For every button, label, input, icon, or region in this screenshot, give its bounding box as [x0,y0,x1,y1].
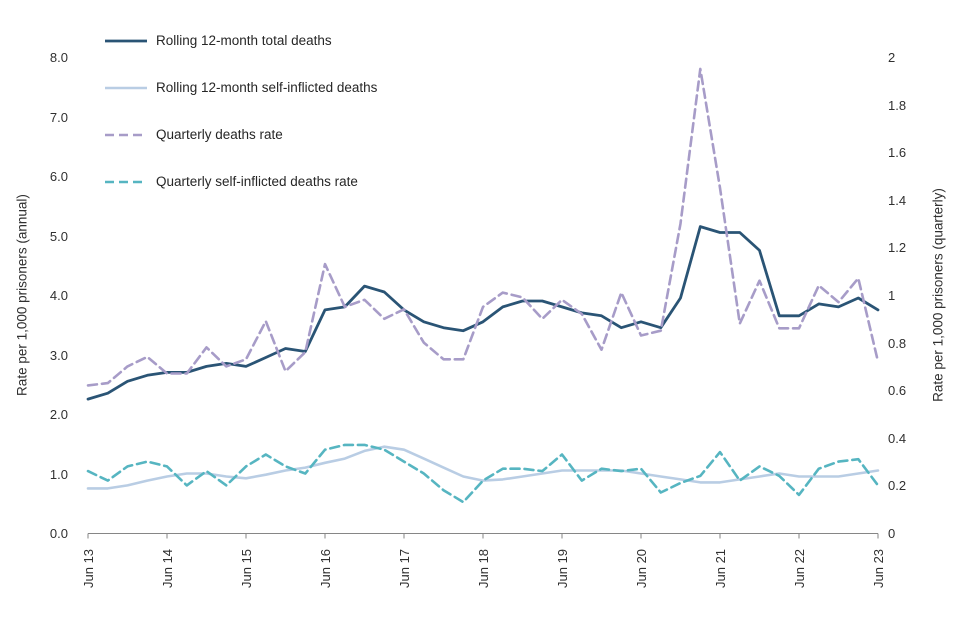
x-tick-label: Jun 18 [476,548,491,588]
left-y-tick-label: 7.0 [49,109,68,125]
x-tick-label: Jun 13 [81,548,96,588]
x-tick-label: Jun 14 [160,548,175,588]
legend-line-swatch [105,86,147,89]
legend-line-swatch [105,180,147,183]
right-y-tick-label: 1 [888,288,896,303]
legend-label: Rolling 12-month self-inflicted deaths [156,80,378,95]
left-y-tick-label: 4.0 [49,288,68,303]
left-y-tick-label: 0.0 [49,526,68,541]
x-tick-label: Jun 23 [871,548,886,588]
series-line-quarterly-self-inflicted-deaths-rate [86,443,880,504]
right-y-tick-label: 2 [888,50,896,65]
left-y-tick-label: 8.0 [49,50,68,65]
right-y-tick-label: 0.2 [888,478,907,494]
right-y-tick-label: 0.4 [888,430,907,446]
left-y-tick-label: 5.0 [49,228,68,244]
left-y-tick-label: 2.0 [49,407,68,422]
legend-item-quarterly-deaths-rate: Quarterly deaths rate [104,126,377,143]
x-tick-label: Jun 22 [792,548,807,588]
right-y-tick-label: 0.6 [888,383,907,399]
legend: Rolling 12-month total deaths Rolling 12-… [104,32,377,220]
left-y-tick-label: 3.0 [49,347,68,363]
x-tick-label: Jun 17 [397,548,412,588]
legend-label: Rolling 12-month total deaths [156,33,332,48]
series-line-quarterly-deaths-rate [86,67,880,387]
right-y-tick-label: 1.8 [888,97,907,113]
right-y-tick-label: 1.6 [888,145,907,161]
x-tick-label: Jun 15 [239,548,254,588]
left-axis-title: Rate per 1,000 prisoners (annual) [14,194,30,396]
right-y-tick-label: 1.4 [888,192,907,208]
right-y-tick-label: 0.8 [888,335,907,351]
legend-label: Quarterly deaths rate [156,127,283,142]
right-axis-title: Rate per 1,000 prisoners (quarterly) [930,188,946,402]
legend-item-quarterly-self-inflicted-deaths-rate: Quarterly self-inflicted deaths rate [104,173,377,190]
legend-item-rolling-12-month-total-deaths: Rolling 12-month total deaths [104,32,377,49]
left-y-tick-label: 6.0 [49,169,68,184]
legend-item-rolling-12-month-self-inflicted-deaths: Rolling 12-month self-inflicted deaths [104,79,377,96]
x-tick-label: Jun 19 [555,548,570,588]
series-line-rolling-12-month-self-inflicted-deaths [86,445,880,490]
left-y-tick-label: 1.0 [49,466,68,482]
legend-line-swatch [105,39,147,42]
legend-line-swatch [105,133,147,136]
right-y-tick-label: 1.2 [888,240,907,256]
series-line-rolling-12-month-total-deaths [86,225,880,401]
x-tick-label: Jun 16 [318,548,333,588]
legend-label: Quarterly self-inflicted deaths rate [156,174,358,189]
x-tick-label: Jun 21 [713,548,728,588]
x-tick-label: Jun 20 [634,548,649,588]
right-y-tick-label: 0 [888,526,896,541]
